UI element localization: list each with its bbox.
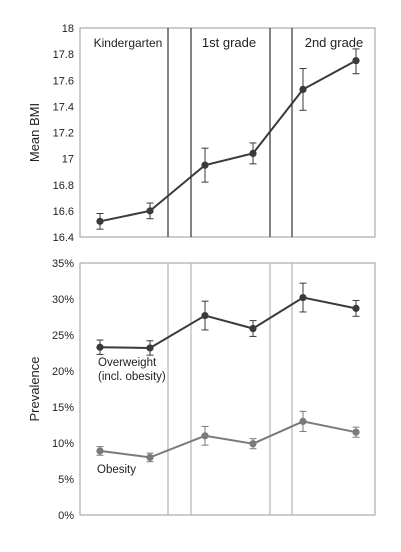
series-line bbox=[99, 59, 357, 223]
y-tick-label: 15% bbox=[52, 402, 74, 414]
y-tick-label: 17 bbox=[62, 154, 74, 166]
y-tick-label: 25% bbox=[52, 330, 74, 342]
data-point bbox=[352, 304, 360, 312]
plot-frame bbox=[79, 27, 376, 238]
period-label: 2nd grade bbox=[305, 35, 364, 50]
series-label-overweight: (incl. obesity) bbox=[98, 371, 166, 383]
data-point bbox=[201, 311, 209, 320]
y-tick-label: 17.6 bbox=[53, 75, 74, 87]
prevalence-panel: 0% 5% 10% 15% 20% 25% 30% 35% Prevalence Overweig… bbox=[27, 258, 376, 522]
series-label-obesity: Obesity bbox=[97, 464, 136, 476]
data-point bbox=[352, 428, 360, 436]
data-point bbox=[146, 207, 154, 215]
period-label: Kindergarten bbox=[94, 36, 163, 50]
y-tick-label: 17.2 bbox=[53, 128, 74, 140]
data-point bbox=[249, 149, 257, 157]
y-tick-label: 16.8 bbox=[53, 180, 74, 192]
y-tick-label: 0% bbox=[58, 510, 74, 522]
data-point bbox=[96, 217, 104, 225]
series-line bbox=[99, 296, 357, 349]
y-tick-label: 18 bbox=[62, 23, 74, 35]
series-label-overweight: Overweight bbox=[98, 357, 157, 369]
data-point bbox=[299, 417, 307, 425]
y-tick-label: 16.4 bbox=[53, 232, 74, 244]
y-axis-label: Prevalence bbox=[27, 356, 42, 421]
y-tick-label: 17.4 bbox=[53, 101, 74, 113]
data-point bbox=[249, 440, 257, 448]
data-point bbox=[249, 324, 257, 333]
y-tick-label: 35% bbox=[52, 258, 74, 270]
data-point bbox=[201, 161, 209, 169]
y-tick-label: 10% bbox=[52, 438, 74, 450]
data-point bbox=[299, 293, 307, 302]
y-tick-label: 17.8 bbox=[53, 49, 74, 61]
data-point bbox=[96, 343, 104, 351]
period-label: 1st grade bbox=[202, 35, 256, 50]
data-point bbox=[299, 85, 307, 93]
series-line bbox=[99, 420, 357, 459]
y-tick-label: 30% bbox=[52, 294, 74, 306]
data-point bbox=[146, 344, 154, 352]
data-point bbox=[201, 432, 209, 440]
data-point bbox=[352, 57, 360, 65]
bmi-panel: 16.4 16.6 16.8 17 17.2 17.4 17.6 17.8 18 Mean BMI… bbox=[27, 23, 376, 244]
y-tick-label: 5% bbox=[58, 474, 74, 486]
data-point bbox=[146, 453, 154, 461]
y-axis-label: Mean BMI bbox=[27, 103, 42, 162]
y-tick-label: 16.6 bbox=[53, 206, 74, 218]
data-point bbox=[96, 447, 104, 455]
y-tick-label: 20% bbox=[52, 366, 74, 378]
plot-frame bbox=[79, 262, 376, 516]
